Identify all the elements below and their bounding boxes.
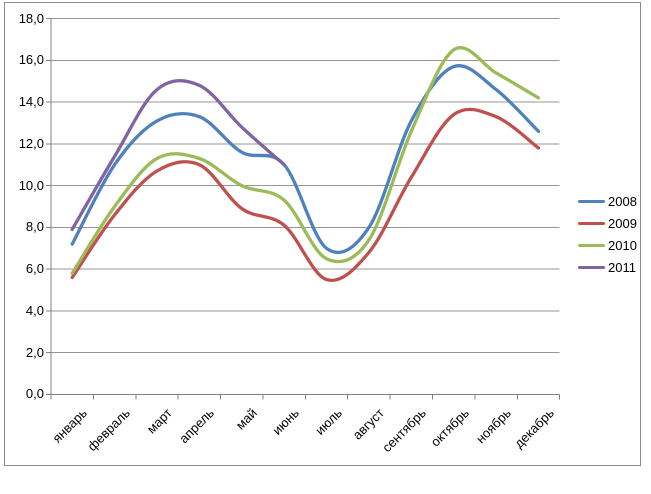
y-axis-label: 4,0 (25, 302, 44, 318)
legend-line-swatch (578, 221, 605, 225)
legend-label: 2009 (608, 215, 637, 231)
legend-label: 2010 (608, 237, 637, 253)
y-axis-label: 16,0 (18, 52, 44, 68)
legend-item-2010: 2010 (578, 234, 637, 256)
y-axis-label: 0,0 (25, 386, 44, 402)
series-line-2008 (70, 64, 541, 255)
series-line-2010 (70, 46, 541, 275)
legend-label: 2008 (608, 193, 637, 209)
y-axis-label: 14,0 (18, 94, 44, 110)
y-axis-label: 10,0 (18, 177, 44, 193)
legend: 2008 2009 2010 2011 (578, 190, 637, 278)
legend-line-swatch (578, 243, 605, 247)
y-axis-label: 18,0 (18, 10, 44, 26)
legend-line-swatch (578, 199, 605, 203)
plot-area (46, 18, 561, 400)
chart-border (4, 2, 641, 466)
legend-line-swatch (578, 265, 605, 269)
y-axis-label: 6,0 (25, 261, 44, 277)
y-axis-label: 8,0 (25, 219, 44, 235)
legend-item-2011: 2011 (578, 256, 637, 278)
legend-item-2008: 2008 (578, 190, 637, 212)
y-axis-label: 2,0 (25, 344, 44, 360)
legend-item-2009: 2009 (578, 212, 637, 234)
legend-label: 2011 (608, 259, 636, 275)
series-line-2011 (70, 79, 286, 232)
y-axis-label: 12,0 (18, 135, 44, 151)
series-line-2009 (70, 107, 541, 283)
